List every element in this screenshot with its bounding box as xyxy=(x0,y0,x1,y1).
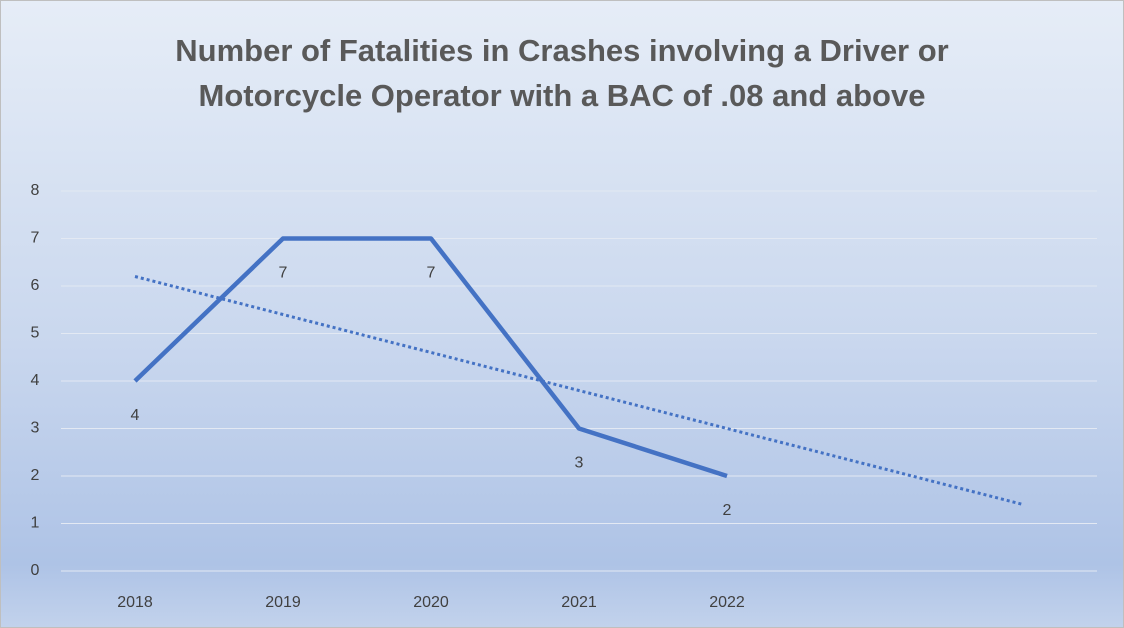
y-tick-label: 1 xyxy=(31,515,40,532)
data-label: 7 xyxy=(279,265,288,282)
chart-title: Number of Fatalities in Crashes involvin… xyxy=(175,33,949,113)
y-tick-label: 7 xyxy=(31,230,40,247)
x-tick-label: 2022 xyxy=(709,594,745,611)
y-tick-label: 3 xyxy=(31,420,40,437)
x-tick-label: 2021 xyxy=(561,594,597,611)
data-label: 3 xyxy=(575,455,584,472)
x-tick-label: 2020 xyxy=(413,594,449,611)
trend-line xyxy=(134,275,1024,506)
data-line xyxy=(133,236,728,479)
x-tick-label: 2019 xyxy=(265,594,301,611)
y-tick-label: 8 xyxy=(31,182,40,199)
y-tick-label: 0 xyxy=(31,562,40,579)
y-tick-label: 5 xyxy=(31,325,40,342)
x-tick-label: 2018 xyxy=(117,594,153,611)
y-tick-label: 2 xyxy=(31,467,40,484)
data-label: 2 xyxy=(723,502,732,519)
data-label: 4 xyxy=(131,407,140,424)
y-tick-label: 4 xyxy=(31,372,40,389)
data-label: 7 xyxy=(427,265,436,282)
y-tick-label: 6 xyxy=(31,277,40,294)
